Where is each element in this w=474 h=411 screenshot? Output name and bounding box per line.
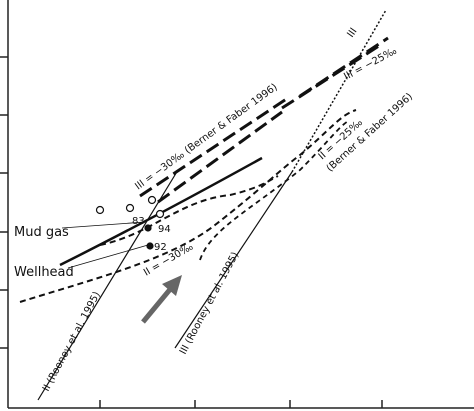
label: Wellhead — [14, 265, 74, 280]
label: Mud gas — [14, 225, 69, 240]
point-label: 94 — [158, 224, 171, 235]
label: III (Rooney et al. 1995) — [178, 250, 241, 356]
label: (Berner & Faber 1996) — [325, 91, 415, 174]
labels: III III = −25‰ III = −30‰ (Berner & Fabe… — [14, 26, 415, 393]
label: II (Rooney et al. 1995) — [41, 290, 103, 393]
label: III — [345, 26, 359, 40]
label: III = −30‰ (Berner & Faber 1996) — [133, 82, 279, 193]
point-label: 92 — [154, 242, 167, 253]
curves — [19, 9, 389, 401]
points — [95, 195, 165, 250]
point-label: 83 — [132, 216, 145, 227]
arrow — [141, 275, 182, 324]
